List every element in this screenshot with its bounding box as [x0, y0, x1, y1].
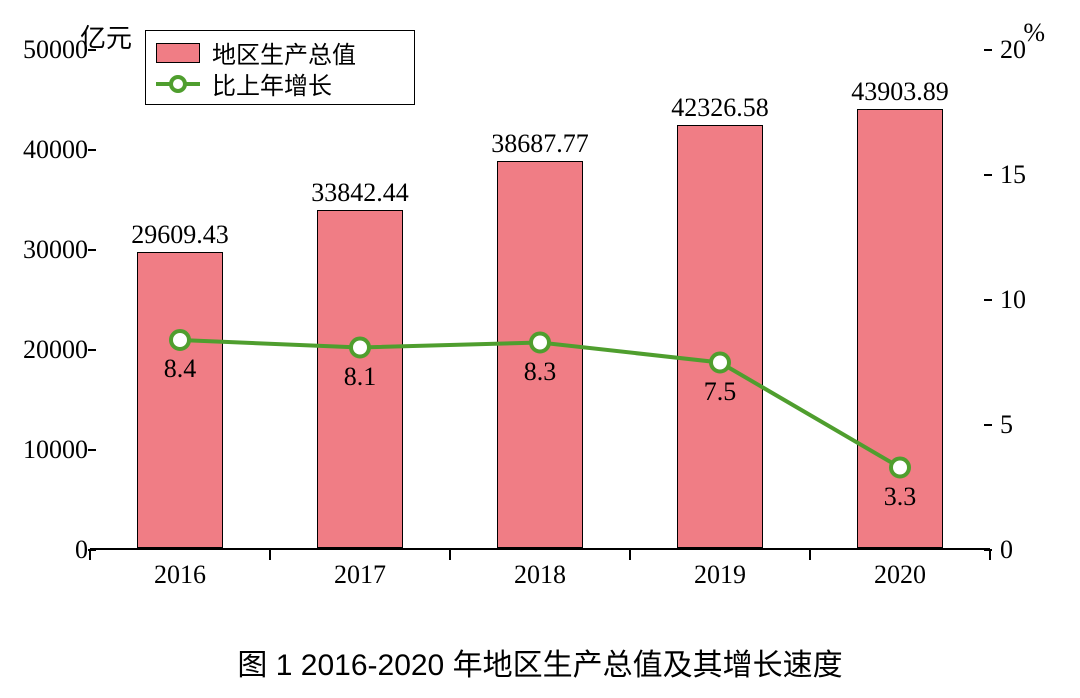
- y-right-tick-label: 20: [1000, 35, 1060, 65]
- bar-value-label: 33842.44: [260, 178, 460, 208]
- line-value-label: 8.3: [524, 357, 557, 387]
- bar-value-label: 38687.77: [440, 129, 640, 159]
- x-tick-label: 2020: [850, 560, 950, 590]
- y-left-tick-label: 30000: [8, 235, 88, 265]
- y-right-tick-label: 15: [1000, 160, 1060, 190]
- y-left-tick-label: 40000: [8, 135, 88, 165]
- legend: 地区生产总值 比上年增长: [145, 30, 415, 105]
- legend-item-bar: 地区生产总值: [156, 37, 404, 68]
- bar-value-label: 29609.43: [80, 220, 280, 250]
- x-tick-label: 2016: [130, 560, 230, 590]
- plot-area: [90, 50, 990, 550]
- x-tick-mark: [629, 550, 631, 560]
- x-tick-label: 2018: [490, 560, 590, 590]
- bar: [677, 125, 763, 548]
- x-tick-mark: [809, 550, 811, 560]
- x-tick-label: 2017: [310, 560, 410, 590]
- y-left-tick-label: 0: [8, 535, 88, 565]
- x-tick-mark: [269, 550, 271, 560]
- y-left-tick-label: 50000: [8, 35, 88, 65]
- y-right-tick-label: 5: [1000, 410, 1060, 440]
- y-right-tick-label: 0: [1000, 535, 1060, 565]
- line-value-label: 8.4: [164, 354, 197, 384]
- legend-item-line: 比上年增长: [156, 68, 404, 99]
- bar: [497, 161, 583, 548]
- line-value-label: 8.1: [344, 362, 377, 392]
- legend-line-swatch: [156, 74, 200, 94]
- legend-bar-label: 地区生产总值: [212, 35, 356, 70]
- bar: [137, 252, 223, 548]
- x-tick-mark: [89, 550, 91, 560]
- legend-line-label: 比上年增长: [212, 66, 332, 101]
- combo-chart: 亿元 % 01000020000300004000050000 05101520…: [0, 0, 1080, 698]
- bar-value-label: 42326.58: [620, 93, 820, 123]
- x-tick-label: 2019: [670, 560, 770, 590]
- legend-bar-swatch: [156, 43, 200, 63]
- bar-value-label: 43903.89: [800, 77, 1000, 107]
- line-value-label: 7.5: [704, 377, 737, 407]
- y-right-tick-label: 10: [1000, 285, 1060, 315]
- chart-caption: 图 1 2016-2020 年地区生产总值及其增长速度: [0, 640, 1080, 684]
- x-tick-mark: [989, 550, 991, 560]
- y-left-tick-label: 20000: [8, 335, 88, 365]
- x-tick-mark: [449, 550, 451, 560]
- y-left-tick-label: 10000: [8, 435, 88, 465]
- line-value-label: 3.3: [884, 482, 917, 512]
